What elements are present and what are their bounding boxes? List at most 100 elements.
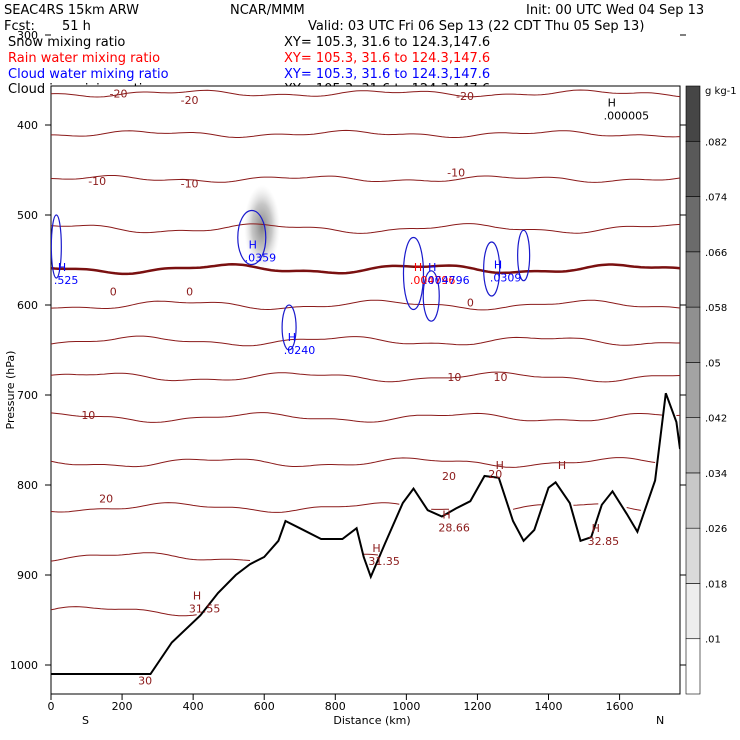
field-name-snow: Snow mixing ratio [8,35,125,50]
x-tick-label: 1600 [606,700,634,713]
x-tick-label: 600 [254,700,275,713]
max-value: .525 [54,274,79,287]
temperature-label: -20 [110,88,128,101]
max-marker: H [608,96,616,109]
temperature-label: 10 [81,409,95,422]
max-marker: H [372,542,380,555]
colorbar-tick-label: .074 [705,193,727,204]
temperature-label: -30 [195,40,213,53]
max-value: 28.66 [438,522,470,535]
cloud-water-contour [51,214,62,279]
max-marker: H [193,590,201,603]
temperature-label: -10 [447,167,465,180]
isotherm-line [51,299,680,311]
max-value: .0359 [245,252,277,265]
colorbar-segment [685,417,701,474]
y-axis: 2003004005006007008009001000 [10,29,686,672]
colorbar-segment [685,306,701,363]
x-tick-label: 1200 [463,700,491,713]
cloud-ice-shading [244,185,280,269]
max-value: 31.35 [368,555,400,568]
isotherm-line [51,223,680,234]
max-value: .004796 [410,274,456,287]
maximum-labels: H.000425H.008346H.000005H.0359H.0240H.03… [54,96,650,615]
temperature-label: -20 [456,90,474,103]
x-end-left: S [82,714,89,727]
y-tick-label: 500 [17,209,38,222]
temperature-label: -30 [230,40,248,53]
x-tick-label: 200 [112,700,133,713]
max-marker: H [442,509,450,522]
temperature-label: 10 [494,371,508,384]
temperature-labels: -72.81-70-72.35-72.82-70-71.76-71.45-30-… [81,40,508,688]
colorbar-tick-label: .066 [705,248,727,259]
temperature-label: 20 [99,493,113,506]
max-marker: H [592,522,600,535]
isotherm-line [51,129,680,138]
terrain-line [51,392,680,675]
temperature-label: 0 [110,286,117,299]
x-axis: 0 200 400 600 800 1000 1200 1400 1600 [48,694,634,713]
temperature-label: -20 [181,94,199,107]
temperature-label: -10 [181,178,199,191]
colorbar-segment [685,362,701,418]
colorbar-tick-label: .042 [705,414,727,425]
isotherm-line [51,335,680,347]
field-xy-snow: XY= 105.3, 31.6 to 124.3,147.6 [284,35,490,50]
colorbar-segment [685,472,701,529]
temperature-label: 0 [186,286,193,299]
isotherm-line [51,502,641,513]
y-tick-label: 300 [17,29,38,42]
colorbar-tick-label: .018 [705,579,727,590]
x-tick-label: 1000 [392,700,420,713]
max-value: .000005 [604,109,650,122]
colorbar-segment [685,638,701,695]
x-tick-label: 0 [48,700,55,713]
x-end-right: N [656,714,664,727]
model-title: SEAC4RS 15km ARW [4,3,139,18]
colorbar-tick-label: .034 [705,469,727,480]
x-tick-label: 400 [183,700,204,713]
colorbar-segment [685,85,701,142]
max-value: .0240 [284,344,316,357]
cloud-water-contour [422,270,440,322]
max-marker: H [249,239,257,252]
max-value: .0309 [490,271,522,284]
cloud-water-contour [517,229,531,282]
cloud-water-contour [281,304,297,351]
y-tick-label: 400 [17,119,38,132]
colorbar: .01 .018 .026 .034 .042 .05 .058 .066 .074 .082 [685,85,727,695]
max-marker: H [428,261,436,274]
colorbar-segment [685,527,701,584]
y-tick-label: 700 [17,389,38,402]
max-marker: H [496,459,504,472]
max-marker: H [58,261,66,274]
temperature-label: 20 [488,468,502,481]
isotherm-line [51,371,680,383]
init-time: Init: 00 UTC Wed 04 Sep 13 [526,3,704,18]
max-marker: H [494,258,502,271]
y-tick-label: 900 [17,569,38,582]
y-tick-label: 800 [17,479,38,492]
isotherm-line [51,457,656,468]
zero-isotherm [51,263,680,276]
colorbar-segment [685,196,701,253]
fcst-value: 51 h [62,19,91,34]
max-value: 32.85 [588,535,620,548]
temperature-label: 20 [442,470,456,483]
plot-area [50,85,681,695]
cloud-water-contour [402,236,425,311]
cloud-water-contours [51,209,531,351]
max-value: .004796 [424,274,470,287]
colorbar-tick-label: .082 [705,137,727,148]
y-axis-title: Pressure (hPa) [4,351,17,430]
colorbar-tick-label: .01 [705,635,721,646]
field-xy-rain: XY= 105.3, 31.6 to 124.3,147.6 [284,51,490,66]
colorbar-unit: g kg-1 [705,86,737,97]
cloud-water-contour [237,209,267,266]
field-name-cloud-water: Cloud water mixing ratio [8,67,169,82]
y-tick-label: 1000 [10,659,38,672]
colorbar-tick-label: .058 [705,303,727,314]
colorbar-segment [685,140,701,197]
